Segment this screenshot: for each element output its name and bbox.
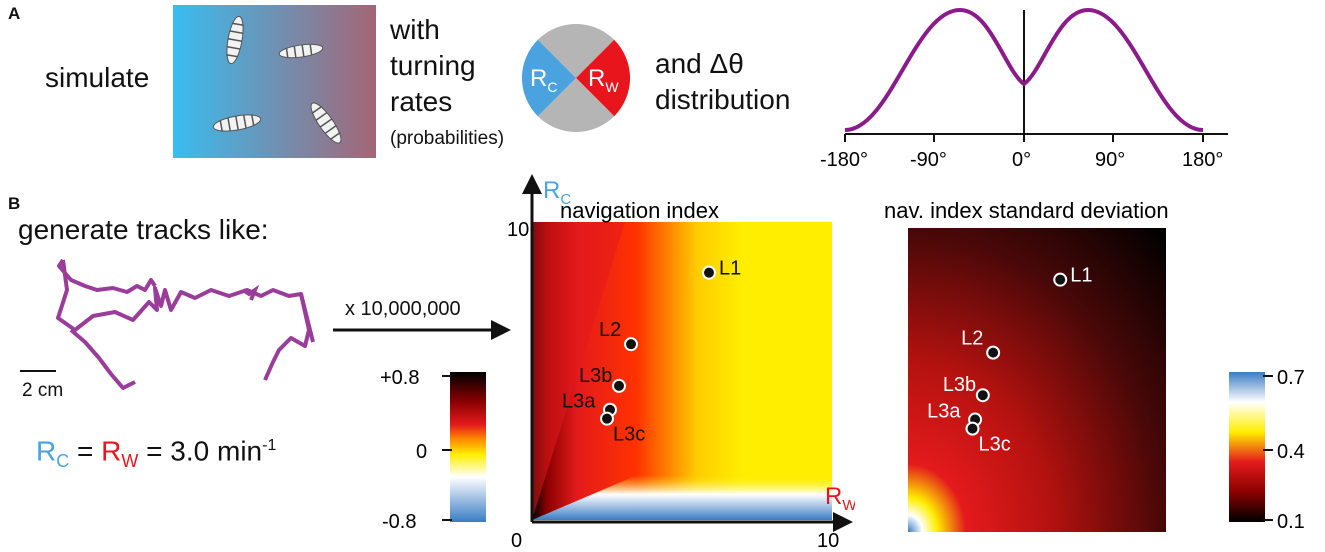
and-dtheta-text: and Δθ [655, 48, 744, 79]
sd-point-l1 [1053, 272, 1068, 287]
larva-4 [310, 102, 342, 144]
tick-label-5: 180° [1182, 149, 1223, 171]
sd-point-l3c [965, 421, 980, 436]
larva-1 [226, 15, 244, 65]
circle-rc-label: R [530, 65, 547, 92]
y-axis-sub: C [560, 191, 571, 208]
x-axis-sub: W [842, 497, 855, 514]
larva-3 [212, 114, 262, 132]
navigation-index-heatmap: navigation index RC RW 10 0 10 L1L2L3bL3… [507, 174, 855, 552]
eq-rc-sub: C [56, 450, 70, 471]
tick-label-1: -180° [820, 149, 868, 171]
y-axis-label: R [543, 177, 560, 204]
track-path-branch [241, 284, 315, 343]
track-path [56, 258, 311, 390]
svg-text:RW: RW [588, 65, 619, 95]
rates-text: rates [390, 86, 453, 117]
colorbar-2: 0.7 0.4 0.1 [1229, 367, 1305, 533]
nav-point-l2 [624, 337, 638, 352]
sd-point-l3b [975, 388, 990, 403]
nav-point-l3b [612, 378, 626, 393]
distribution-curve [844, 7, 1204, 132]
circle-rw-label: R [588, 65, 605, 92]
heatmap-1-points: L1 L2 L3b L3a L3c [562, 258, 741, 446]
circle-rc-sub: C [547, 79, 557, 95]
eq-rw-sub: W [121, 450, 139, 471]
tick-label-4: 90° [1095, 149, 1125, 171]
larvae-arena-image [173, 5, 376, 158]
sd-point-label-l3c: L3c [979, 434, 1011, 456]
colorbar-1-gradient [450, 372, 486, 522]
turning-text: turning [390, 50, 476, 81]
y-tick-10: 10 [507, 219, 529, 241]
colorbar-1: +0.8 0 -0.8 [380, 367, 486, 533]
dtheta-distribution-plot: -180° -90° 0° 90° 180° [820, 7, 1228, 171]
colorbar-2-tick-mid: 0.4 [1277, 441, 1305, 463]
multiplier-text: x 10,000,000 [345, 298, 461, 320]
rate-equation: RC = RW = 3.0 min-1 [36, 430, 276, 477]
sd-point-l2 [986, 345, 1001, 360]
scale-bar-label: 2 cm [22, 380, 64, 401]
tick-label-2: -90° [910, 149, 947, 171]
scale-bar [20, 370, 56, 372]
heatmap-2-title: nav. index standard deviation [884, 198, 1169, 223]
generate-tracks-text: generate tracks like: [18, 214, 269, 245]
colorbar-1-tick-mid: 0 [416, 441, 427, 463]
with-text: with [390, 14, 440, 45]
svg-text:RW: RW [825, 483, 855, 514]
panel-b-label: B [8, 194, 21, 213]
nav-point-l3c [600, 411, 614, 426]
panel-a-label: A [8, 4, 21, 23]
svg-text:RC: RC [543, 177, 571, 208]
colorbar-2-tick-bottom: 0.1 [1277, 511, 1305, 533]
nav-point-l1 [702, 265, 716, 280]
multiplier-arrow [333, 320, 511, 340]
sd-point-label-l1: L1 [1070, 265, 1092, 287]
eq-equals-1: = [69, 435, 102, 467]
x-tick-0: 0 [511, 530, 522, 552]
colorbar-1-tick-bottom: -0.8 [382, 511, 416, 533]
heatmap-1-lower-wedge [532, 392, 832, 520]
heatmap-2-base [908, 228, 1166, 532]
nav-point-label-l2: L2 [599, 319, 621, 341]
eq-rw: R [101, 435, 122, 467]
eq-rc: R [36, 435, 57, 467]
heatmap-1-title: navigation index [560, 198, 719, 223]
tick-label-3: 0° [1012, 149, 1031, 171]
nav-point-label-l3b: L3b [579, 365, 612, 387]
nav-point-label-l3a: L3a [562, 391, 596, 413]
sample-track [56, 258, 315, 390]
nav-index-sd-heatmap: nav. index standard deviation L1 L2 L3b L3a… [884, 198, 1169, 532]
heatmap-2-points: L1 L2 L3b L3a L3c [927, 265, 1092, 456]
eq-exponent: -1 [262, 437, 277, 454]
distribution-text: distribution [655, 84, 791, 115]
eq-rest: = 3.0 min [138, 435, 263, 467]
colorbar-1-tick-top: +0.8 [380, 367, 419, 389]
simulate-text: simulate [45, 62, 150, 93]
larva-2 [278, 43, 324, 59]
colorbar-2-gradient [1229, 372, 1265, 522]
probabilities-text: (probabilities) [390, 128, 505, 149]
nav-point-label-l3c: L3c [613, 424, 645, 446]
svg-text:RC: RC [530, 65, 557, 95]
sd-point-label-l3a: L3a [927, 401, 961, 423]
sd-point-label-l3b: L3b [943, 374, 976, 396]
heatmap-1-upper-wedge [532, 222, 625, 520]
colorbar-2-tick-top: 0.7 [1277, 367, 1305, 389]
x-tick-10: 10 [817, 530, 839, 552]
x-axis-label: R [825, 483, 842, 510]
nav-point-label-l1: L1 [719, 258, 741, 280]
turning-rate-circle: RC RW [522, 24, 630, 132]
heatmap-1-x-arrow [833, 512, 853, 532]
sd-point-label-l2: L2 [961, 328, 983, 350]
circle-rw-sub: W [605, 79, 619, 95]
heatmap-1-y-arrow [522, 174, 542, 194]
